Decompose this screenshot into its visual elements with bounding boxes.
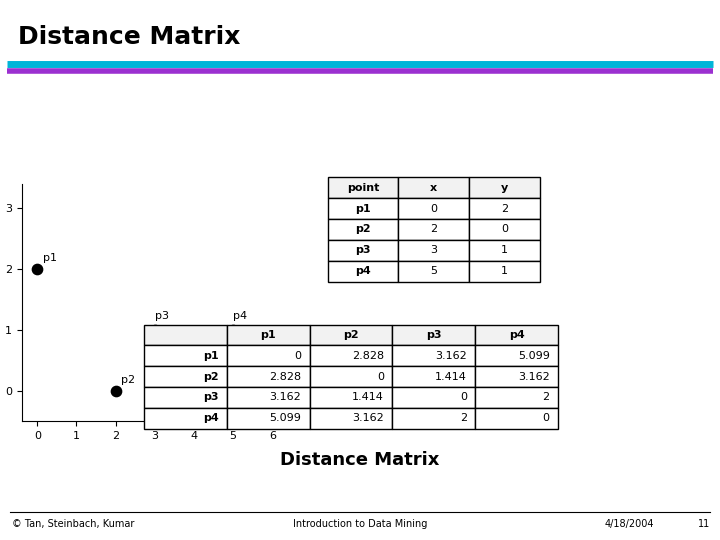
Point bbox=[228, 326, 239, 334]
Point bbox=[32, 265, 43, 273]
Text: 4/18/2004: 4/18/2004 bbox=[605, 519, 654, 529]
Text: p4: p4 bbox=[233, 310, 247, 321]
Text: Distance Matrix: Distance Matrix bbox=[280, 451, 440, 469]
Text: p3: p3 bbox=[155, 310, 168, 321]
Text: Introduction to Data Mining: Introduction to Data Mining bbox=[293, 519, 427, 529]
Text: p2: p2 bbox=[122, 375, 135, 384]
Point bbox=[110, 387, 122, 395]
Text: Distance Matrix: Distance Matrix bbox=[18, 25, 240, 49]
Text: p1: p1 bbox=[43, 253, 57, 263]
Text: 11: 11 bbox=[698, 519, 710, 529]
Point bbox=[149, 326, 161, 334]
Text: © Tan, Steinbach, Kumar: © Tan, Steinbach, Kumar bbox=[12, 519, 135, 529]
